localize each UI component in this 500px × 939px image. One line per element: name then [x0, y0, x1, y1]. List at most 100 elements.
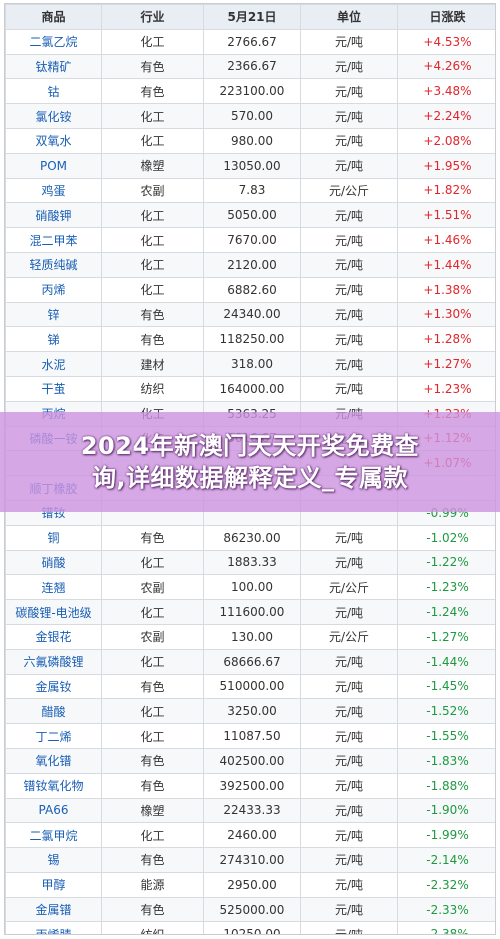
unit-cell: 元/吨 [300, 673, 398, 700]
commodity-name-cell[interactable]: 二氯乙烷 [5, 28, 102, 55]
commodity-name-cell[interactable]: 钛精矿 [5, 53, 102, 80]
change-cell: -1.83% [397, 747, 495, 774]
commodity-name-cell[interactable]: 金属镨 [5, 896, 102, 923]
table-row[interactable]: 连翘 农副 100.00 元/公斤 -1.23% [5, 574, 495, 601]
unit-cell: 元/吨 [300, 127, 398, 154]
change-cell: -2.14% [397, 847, 495, 873]
commodity-name-cell[interactable]: 混二甲苯 [5, 227, 102, 253]
table-row[interactable]: 醋酸 化工 3250.00 元/吨 -1.52% [5, 698, 495, 725]
commodity-name-cell[interactable]: 氧化镨 [5, 747, 102, 774]
commodity-name-cell[interactable]: 金银花 [5, 623, 102, 650]
commodity-name-cell[interactable]: 水泥 [5, 351, 102, 377]
commodity-name-cell[interactable]: 丙烯腈 [5, 921, 102, 934]
header-unit[interactable]: 单位 [300, 4, 398, 30]
table-row[interactable]: 碳酸锂-电池级 化工 111600.00 元/吨 -1.24% [5, 599, 495, 625]
table-row[interactable]: 鸡蛋 农副 7.83 元/公斤 +1.82% [5, 177, 495, 204]
table-row[interactable]: 二氯乙烷 化工 2766.67 元/吨 +4.53% [5, 28, 495, 55]
commodity-name-cell[interactable]: 镨钕氧化物 [5, 772, 102, 799]
table-row[interactable]: 二氯甲烷 化工 2460.00 元/吨 -1.99% [5, 822, 495, 849]
price-cell: 525000.00 [203, 896, 301, 923]
price-cell: 274310.00 [203, 847, 301, 873]
table-row[interactable]: 金属镨 有色 525000.00 元/吨 -2.33% [5, 896, 495, 923]
change-cell: +1.82% [397, 177, 495, 204]
table-row[interactable]: 硝酸钾 化工 5050.00 元/吨 +1.51% [5, 202, 495, 229]
header-industry[interactable]: 行业 [101, 4, 204, 30]
table-row[interactable]: PA66 橡塑 22433.33 元/吨 -1.90% [5, 797, 495, 824]
table-row[interactable]: 甲醇 能源 2950.00 元/吨 -2.32% [5, 871, 495, 898]
commodity-name-cell[interactable]: PA66 [5, 797, 102, 824]
change-cell: -1.02% [397, 524, 495, 551]
table-row[interactable]: 轻质纯碱 化工 2120.00 元/吨 +1.44% [5, 251, 495, 278]
commodity-name-cell[interactable]: 甲醇 [5, 871, 102, 898]
price-cell: 3250.00 [203, 698, 301, 725]
change-cell: -1.99% [397, 822, 495, 849]
industry-cell: 化工 [101, 549, 204, 576]
change-cell: -1.90% [397, 797, 495, 824]
table-row[interactable]: 镨钕氧化物 有色 392500.00 元/吨 -1.88% [5, 772, 495, 799]
table-row[interactable]: 丙烯腈 纺织 10250.00 元/吨 -2.38% [5, 921, 495, 934]
commodity-name-cell[interactable]: 硝酸 [5, 549, 102, 576]
table-row[interactable]: 六氟磷酸锂 化工 68666.67 元/吨 -1.44% [5, 648, 495, 675]
commodity-name-cell[interactable]: 醋酸 [5, 698, 102, 725]
table-row[interactable]: 钴有色 223100.00 元/吨 +3.48% [5, 78, 495, 105]
commodity-name-cell[interactable]: 锑 [5, 326, 102, 353]
table-row[interactable]: POM 橡塑 13050.00 元/吨 +1.95% [5, 152, 495, 179]
commodity-name-cell[interactable]: 硝酸钾 [5, 202, 102, 229]
table-row[interactable]: 金银花 农副 130.00 元/公斤 -1.27% [5, 623, 495, 650]
industry-cell: 化工 [101, 599, 204, 625]
commodity-name-cell[interactable]: 锌 [5, 301, 102, 328]
industry-cell: 化工 [101, 127, 204, 154]
header-commodity[interactable]: 商品 [5, 4, 102, 30]
change-cell: -2.38% [397, 921, 495, 934]
commodity-name-cell[interactable]: 轻质纯碱 [5, 251, 102, 278]
commodity-name-cell[interactable]: 丙烯 [5, 276, 102, 303]
table-row[interactable]: 锌有色 24340.00 元/吨 +1.30% [5, 301, 495, 328]
unit-cell: 元/吨 [300, 723, 398, 749]
table-row[interactable]: 铜有色 86230.00 元/吨 -1.02% [5, 524, 495, 551]
commodity-name-cell[interactable]: 干茧 [5, 375, 102, 402]
table-row[interactable]: 丙烯 化工 6882.60 元/吨 +1.38% [5, 276, 495, 303]
commodity-name-cell[interactable]: 鸡蛋 [5, 177, 102, 204]
table-row[interactable]: 双氧水 化工 980.00 元/吨 +2.08% [5, 127, 495, 154]
commodity-name-cell[interactable]: 双氧水 [5, 127, 102, 154]
promo-banner-overlay: 2024年新澳门天天开奖免费查 询,详细数据解释定义_专属款 [0, 412, 500, 512]
change-cell: -2.32% [397, 871, 495, 898]
industry-cell: 化工 [101, 251, 204, 278]
table-row[interactable]: 干茧 纺织 164000.00 元/吨 +1.23% [5, 375, 495, 402]
change-cell: +1.23% [397, 375, 495, 402]
unit-cell: 元/吨 [300, 921, 398, 934]
commodity-name-cell[interactable]: 铜 [5, 524, 102, 551]
industry-cell: 农副 [101, 574, 204, 601]
commodity-name-cell[interactable]: 丁二烯 [5, 723, 102, 749]
price-cell: 130.00 [203, 623, 301, 650]
commodity-name-cell[interactable]: 六氟磷酸锂 [5, 648, 102, 675]
table-row[interactable]: 金属钕 有色 510000.00 元/吨 -1.45% [5, 673, 495, 700]
commodity-name-cell[interactable]: 连翘 [5, 574, 102, 601]
price-cell: 402500.00 [203, 747, 301, 774]
table-row[interactable]: 硝酸 化工 1883.33 元/吨 -1.22% [5, 549, 495, 576]
table-row[interactable]: 钛精矿 有色 2366.67 元/吨 +4.26% [5, 53, 495, 80]
commodity-name-cell[interactable]: 金属钕 [5, 673, 102, 700]
unit-cell: 元/吨 [300, 896, 398, 923]
industry-cell: 能源 [101, 871, 204, 898]
table-row[interactable]: 锑有色 118250.00 元/吨 +1.28% [5, 326, 495, 353]
commodity-name-cell[interactable]: 钴 [5, 78, 102, 105]
unit-cell: 元/吨 [300, 524, 398, 551]
header-daily-change[interactable]: 日涨跌 [397, 4, 495, 30]
table-row[interactable]: 氯化铵 化工 570.00 元/吨 +2.24% [5, 103, 495, 129]
change-cell: -1.55% [397, 723, 495, 749]
unit-cell: 元/吨 [300, 599, 398, 625]
commodity-name-cell[interactable]: POM [5, 152, 102, 179]
header-date-price[interactable]: 5月21日 [203, 4, 301, 30]
table-row[interactable]: 锡有色 274310.00 元/吨 -2.14% [5, 847, 495, 873]
table-row[interactable]: 丁二烯 化工 11087.50 元/吨 -1.55% [5, 723, 495, 749]
price-cell: 5050.00 [203, 202, 301, 229]
commodity-name-cell[interactable]: 碳酸锂-电池级 [5, 599, 102, 625]
commodity-name-cell[interactable]: 氯化铵 [5, 103, 102, 129]
industry-cell: 化工 [101, 276, 204, 303]
table-row[interactable]: 氧化镨 有色 402500.00 元/吨 -1.83% [5, 747, 495, 774]
table-row[interactable]: 水泥 建材 318.00 元/吨 +1.27% [5, 351, 495, 377]
table-row[interactable]: 混二甲苯 化工 7670.00 元/吨 +1.46% [5, 227, 495, 253]
commodity-name-cell[interactable]: 二氯甲烷 [5, 822, 102, 849]
commodity-name-cell[interactable]: 锡 [5, 847, 102, 873]
